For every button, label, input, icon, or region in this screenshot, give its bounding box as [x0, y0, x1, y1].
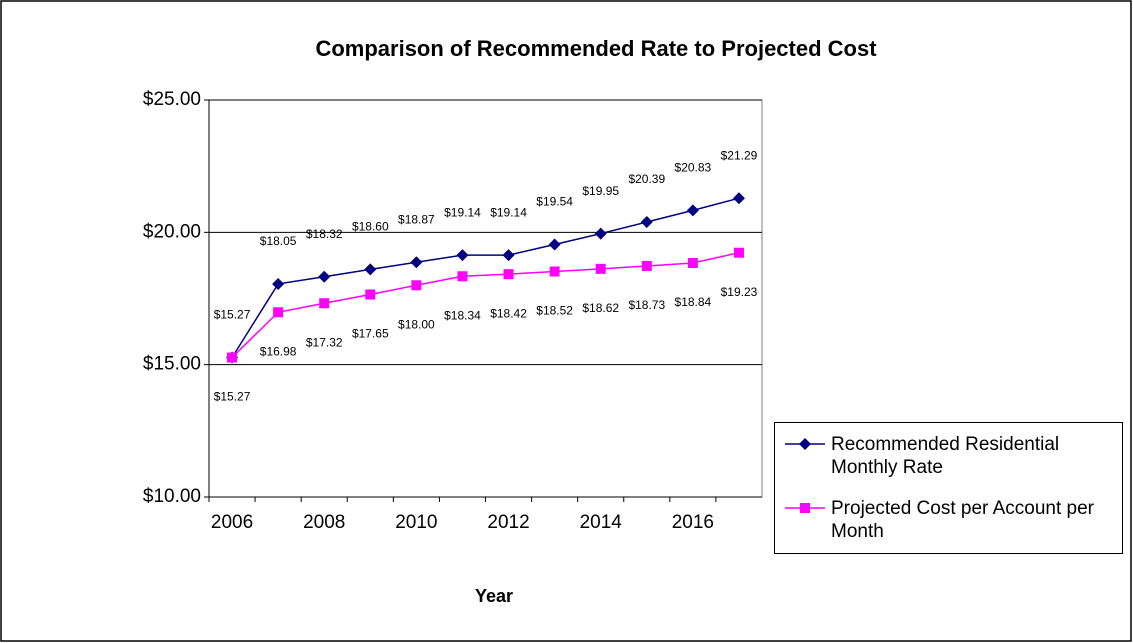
data-label: $19.54: [536, 195, 573, 209]
data-label: $20.39: [628, 172, 665, 186]
data-label: $18.62: [582, 301, 619, 315]
x-tick-label: 2012: [487, 512, 529, 533]
y-tick-label: $25.00: [143, 89, 201, 110]
marker: [687, 258, 698, 269]
marker: [595, 263, 606, 274]
marker: [272, 277, 285, 290]
data-label: $20.83: [675, 161, 712, 175]
legend-entry: Projected Cost per Account per Month: [785, 497, 1121, 543]
marker: [411, 280, 422, 291]
data-label: $18.84: [675, 295, 712, 309]
data-label: $21.29: [721, 148, 758, 162]
legend-marker: [800, 503, 810, 513]
data-label: $18.32: [306, 227, 343, 241]
series-line: [231, 251, 740, 359]
marker: [364, 263, 377, 276]
y-tick-label: $10.00: [143, 486, 201, 507]
marker: [732, 192, 745, 205]
data-label: $18.05: [260, 234, 297, 248]
y-tick-label: $20.00: [143, 221, 201, 242]
data-label: $17.65: [352, 327, 389, 341]
data-label: $19.14: [444, 205, 481, 219]
data-label: $19.14: [490, 205, 527, 219]
legend-marker: [799, 438, 811, 450]
data-label: $18.87: [398, 212, 435, 226]
marker: [640, 216, 653, 229]
legend-label: Projected Cost per Account per Month: [831, 498, 1094, 542]
marker: [641, 260, 652, 271]
data-label: $18.52: [536, 304, 573, 318]
data-label: $18.34: [444, 308, 481, 322]
x-tick-label: 2014: [580, 512, 623, 533]
legend-swatch: [785, 503, 825, 513]
data-label: $18.73: [628, 298, 665, 312]
series-line: [231, 197, 740, 358]
marker: [502, 249, 515, 262]
data-label: $15.27: [214, 308, 251, 322]
x-tick-label: 2008: [303, 512, 345, 533]
data-label: $18.60: [352, 220, 389, 234]
marker: [549, 266, 560, 277]
legend: Recommended Residential Monthly Rate Proj…: [774, 422, 1123, 554]
marker: [365, 289, 376, 300]
marker: [319, 298, 330, 309]
marker: [456, 249, 469, 262]
y-tick-label: $15.00: [143, 354, 201, 375]
marker: [457, 271, 468, 282]
x-tick-label: 2010: [395, 512, 437, 533]
x-axis-label: Year: [475, 586, 513, 606]
marker: [686, 204, 699, 217]
marker: [410, 256, 423, 269]
chart-title: Comparison of Recommended Rate to Projec…: [315, 36, 877, 61]
data-label: $16.98: [260, 344, 297, 358]
marker: [548, 238, 561, 251]
x-tick-label: 2006: [211, 512, 253, 533]
marker: [273, 307, 284, 318]
legend-label: Recommended Residential Monthly Rate: [831, 434, 1060, 478]
marker: [733, 247, 744, 258]
data-label: $15.27: [214, 390, 251, 404]
legend-swatch: [785, 438, 825, 450]
data-label: $19.23: [721, 285, 758, 299]
legend-entry: Recommended Residential Monthly Rate: [785, 433, 1121, 479]
data-label: $17.32: [306, 335, 343, 349]
marker: [318, 270, 331, 283]
marker: [594, 227, 607, 240]
data-label: $18.42: [490, 306, 527, 320]
data-label: $19.95: [582, 184, 619, 198]
marker: [503, 269, 514, 280]
x-tick-label: 2016: [672, 512, 714, 533]
data-label: $18.00: [398, 317, 435, 331]
marker: [227, 352, 238, 363]
